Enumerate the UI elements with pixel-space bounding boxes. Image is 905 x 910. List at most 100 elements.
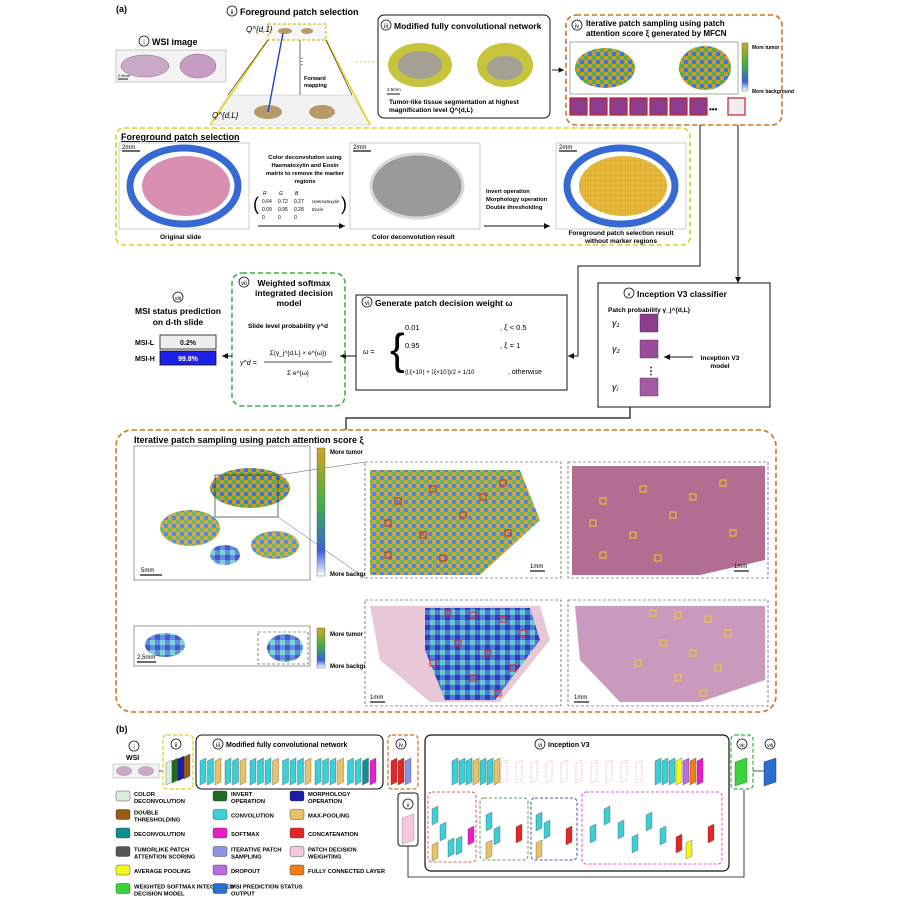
sampled-patch-box [654, 554, 662, 562]
b-mfcn-layer [337, 757, 344, 786]
map-1-scale-label: 5mm [141, 568, 154, 574]
mfcn-scale-label: 2.5mm [387, 87, 401, 92]
patch-prob-label: Patch probability γ_j^{d,L} [608, 306, 691, 314]
b-mfcn-layer [289, 757, 297, 786]
sampled-patch-box [484, 649, 492, 657]
patch-strip-tile [569, 97, 588, 116]
b-step-vi-badge [534, 738, 546, 750]
step-i-badge [138, 35, 150, 47]
matrix-cell: 0.09 [262, 207, 272, 213]
b-step-iii-number: iii [216, 743, 220, 749]
step-viii-number: viii [175, 296, 181, 302]
iter-top-more-tumor: More tumor [752, 45, 780, 51]
case3-value: (⌊ξ×10⌋ + ⌈ξ×10⌉)/2 × 1/10 [405, 369, 475, 376]
iter-bottom-panel: Iterative patch sampling using patch att… [115, 429, 777, 713]
pyramid-top-level [267, 23, 327, 41]
b-module-layer [485, 839, 493, 860]
sampled-patch-box [639, 485, 647, 493]
patch-strip-tile [589, 97, 608, 116]
b-inception-stem-layer [465, 757, 473, 786]
b-mfcn-layer [362, 757, 369, 786]
wsi-tissue-left [120, 54, 170, 78]
b-module-layer [589, 823, 597, 844]
legend-label-line-2: DECONVOLUTION [134, 799, 185, 805]
msi-row-bar [159, 350, 217, 366]
deconv-text-4: regions [295, 179, 316, 185]
step-iii-title: Modified fully convolutional network [394, 21, 542, 31]
step-iv-iterative: iv Iterative patch sampling using patch … [565, 14, 794, 126]
forward-mapping-text-1: Forward [304, 76, 326, 82]
b-v-weighting-block [401, 813, 415, 845]
deconv-text-3: matrix to remove the marker [266, 171, 345, 177]
b-inception-module-a [427, 791, 477, 863]
matrix-cell: 0 [262, 215, 265, 221]
b-mfcn-blocks [199, 757, 377, 786]
legend-label: FULLY CONNECTED LAYER [308, 869, 386, 875]
iter-map-1-heat-a [210, 468, 290, 508]
sampled-patch-box [454, 639, 462, 647]
zoom-2-he-region [575, 606, 765, 702]
msi-row-value: 0.2% [180, 340, 197, 347]
forward-mapping-line [267, 32, 284, 113]
b-vii-block [734, 757, 748, 787]
zoom-2-he-scale-label: 1mm [574, 695, 587, 701]
iter-bottom-title: Iterative patch sampling using patch att… [134, 435, 364, 445]
mfcn-caption-2: magnification level Q^{d,L} [389, 106, 473, 114]
original-scale-label: 2mm [122, 145, 135, 151]
q-bottom-label: Q^{d,L} [212, 111, 239, 120]
legend-label-line-2: SAMPLING [231, 855, 262, 861]
matrix-header-g: G [279, 191, 283, 197]
iter-map-1-heat-b [160, 510, 220, 546]
patch-strip-tile [727, 97, 746, 116]
legend-label-line-2: ATTENTION SCORING [134, 855, 196, 861]
b-wsi-tissue-2 [138, 766, 154, 776]
b-step-ii-badge [170, 738, 182, 750]
zoom-2-heat-region [425, 608, 540, 700]
patch-strip [569, 97, 746, 116]
b-inception-module-placeholder [515, 759, 523, 784]
b-vii-box [730, 734, 754, 790]
step-vi-weight: vi Generate patch decision weight ω ω = … [355, 294, 568, 391]
b-ii-box [162, 734, 194, 790]
result-scale-label: 2mm [559, 145, 572, 151]
patch-dots: ⋮ [646, 366, 656, 377]
step-vi-number: vi [365, 301, 369, 307]
legend-label-line-2: WEIGHTING [308, 855, 342, 861]
matrix-header-b: B [295, 191, 299, 197]
sampled-patch-box [469, 674, 477, 682]
inception-model-label-2: model [710, 363, 729, 370]
legend-label: COLOR [134, 792, 156, 798]
b-module-layer [707, 823, 715, 844]
step-vi-badge [361, 296, 373, 308]
step-ii-badge [226, 5, 238, 17]
sampled-patch-box [499, 479, 507, 487]
pyramid-top-tissue-1 [278, 28, 292, 34]
b-inception-module-placeholder [500, 759, 508, 784]
step-i-title: WSI image [152, 37, 198, 47]
iter-map-2-heat-b [267, 634, 303, 662]
sampled-patch-box [419, 531, 427, 539]
b-step-vii-badge [736, 738, 748, 750]
sampled-patch-box [589, 519, 597, 527]
gamma-2: γ₂ [612, 344, 621, 354]
case2-condition: , ξ = 1 [500, 341, 520, 350]
step-viii-badge [172, 291, 184, 303]
b-inception-tail-layer [696, 757, 704, 786]
step-v-title: Inception V3 classifier [637, 289, 727, 299]
b-module-layer [431, 841, 439, 862]
b-step-vii-number: vii [739, 743, 744, 749]
matrix-cell: 0.95 [278, 207, 288, 213]
iter-top-more-background: More background [752, 89, 794, 95]
b-mfcn-layer [297, 757, 304, 786]
iter-map-1-heat-c [251, 531, 299, 559]
matrix-header-r: R [263, 191, 267, 197]
sampled-patch-box [674, 611, 682, 619]
matrix-cell: 0.27 [294, 199, 304, 205]
sampled-patch-box [494, 689, 502, 697]
b-inception-module-b [479, 797, 529, 861]
legend-swatch [115, 790, 131, 802]
b-mfcn-title: Modified fully convolutional network [226, 742, 347, 749]
legend-label: PATCH DECISION [308, 848, 357, 854]
step-iv-title-2: attention score ξ generated by MFCN [586, 29, 727, 38]
